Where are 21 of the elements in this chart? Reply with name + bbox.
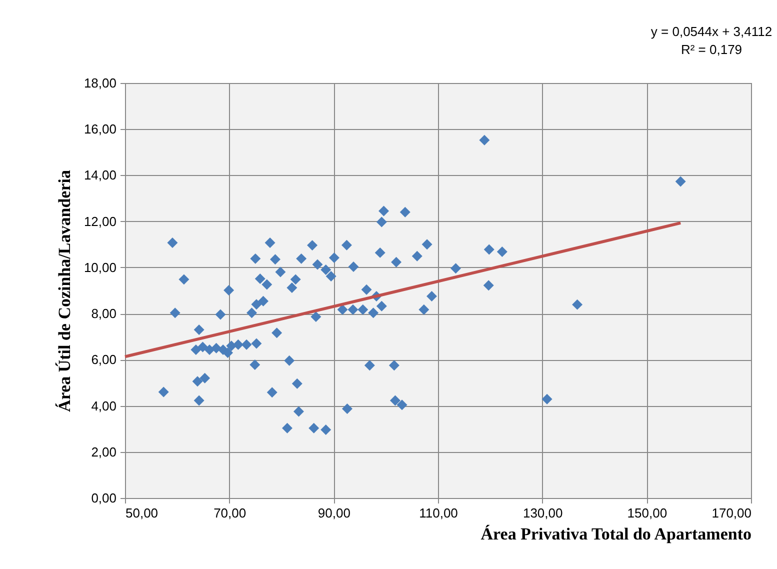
x-tick-label: 50,00 xyxy=(126,506,158,520)
y-tick-label: 16,00 xyxy=(84,122,116,137)
text: R² = 0,179 xyxy=(680,42,742,57)
y-tick-label: 2,00 xyxy=(91,444,116,460)
x-tick-label: 70,00 xyxy=(214,506,246,520)
y-tick-label: 0,00 xyxy=(91,490,116,506)
y-tick-label: 6,00 xyxy=(91,352,116,368)
x-tick-label: 170,00 xyxy=(712,506,752,520)
y-tick-label: 10,00 xyxy=(84,260,116,275)
y-tick-label: 4,00 xyxy=(91,398,116,414)
x-tick-label: 150,00 xyxy=(627,506,668,520)
y-tick-label: 12,00 xyxy=(84,214,116,229)
x-tick-label: 110,00 xyxy=(419,506,458,520)
x-tick-label: 130,00 xyxy=(522,506,563,520)
y-tick-label: 18,00 xyxy=(84,76,116,90)
y-tick-label: 14,00 xyxy=(84,168,116,183)
y-tick-label: 8,00 xyxy=(91,306,116,322)
x-axis-title: Área Privativa Total do Apartamento xyxy=(480,524,752,544)
x-tick-label: 90,00 xyxy=(318,506,350,520)
y-axis-title: Área Útil de Cozinha/Lavanderia xyxy=(54,170,74,412)
text: y = 0,0544x + 3,4112 xyxy=(650,24,772,39)
